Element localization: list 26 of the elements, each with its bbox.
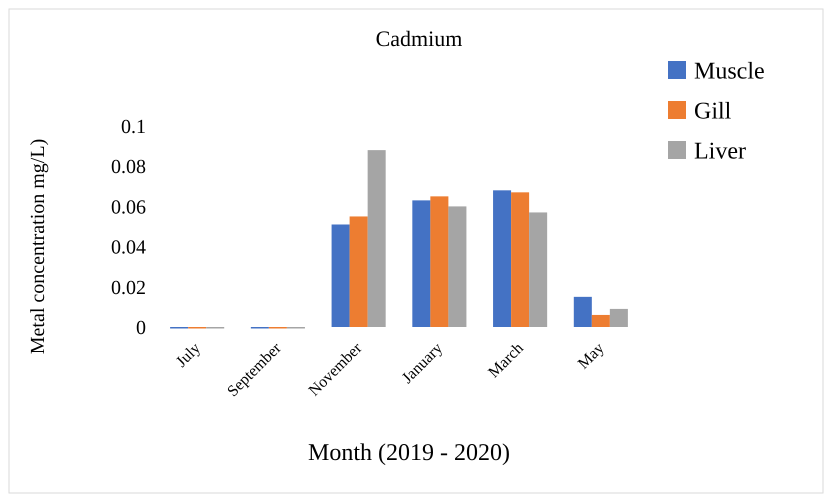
- x-tick-label: May: [574, 340, 608, 373]
- legend-label: Muscle: [694, 58, 765, 84]
- y-tick-label: 0.1: [121, 116, 146, 138]
- x-axis-title: Month (2019 - 2020): [308, 440, 510, 466]
- y-tick-label: 0.02: [111, 276, 146, 299]
- y-tick-label: 0.08: [111, 156, 146, 178]
- x-tick-label: July: [173, 340, 204, 371]
- bar: [350, 216, 368, 327]
- y-axis-title: Metal concentration mg/L): [27, 138, 49, 354]
- bar: [412, 200, 430, 327]
- bar: [511, 192, 530, 327]
- legend-label: Liver: [694, 138, 746, 164]
- y-tick-label: 0.06: [111, 196, 146, 218]
- bar: [448, 206, 466, 327]
- bar: [332, 224, 350, 327]
- chart-title: Cadmium: [376, 26, 462, 51]
- bar: [493, 190, 512, 327]
- legend-label: Gill: [694, 98, 732, 124]
- y-tick-label: 0.04: [111, 236, 146, 259]
- bar: [592, 314, 610, 327]
- bar: [529, 212, 548, 327]
- bar: [368, 150, 386, 327]
- y-tick-label: 0: [136, 317, 146, 339]
- bar: [610, 308, 628, 327]
- bar: [574, 296, 592, 327]
- bar: [430, 196, 448, 327]
